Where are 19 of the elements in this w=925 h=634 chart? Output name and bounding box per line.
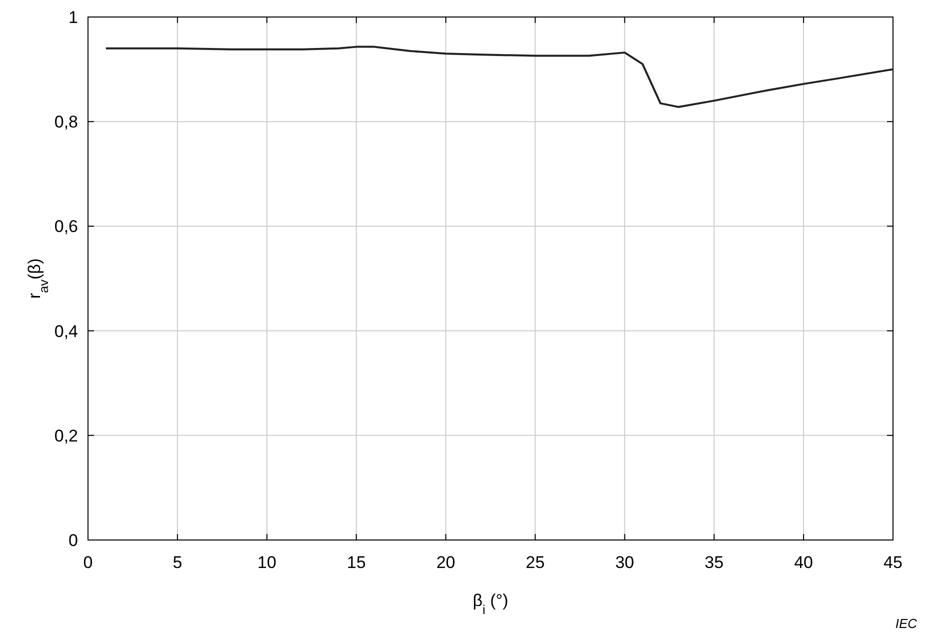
x-tick-label: 10 [257,553,276,572]
x-tick-label: 15 [346,553,366,572]
x-tick-label: 30 [615,553,634,572]
x-axis-title: β$_{i}$ (°) [472,591,508,616]
y-tick-label: 0,4 [54,322,78,341]
y-tick-label: 1 [68,8,78,27]
x-tick-label: 0 [83,553,93,572]
y-tick-label: 0,6 [54,217,78,236]
x-tick-label: 5 [172,553,182,572]
line-series [104,46,894,108]
x-tick-label: 35 [704,553,724,572]
x-tick-label: 25 [526,553,545,572]
y-tick-label: 0,2 [54,426,78,446]
x-tick-label: 20 [436,553,456,572]
x-tick-label: 40 [794,553,814,572]
y-tick-label: 0 [68,531,78,550]
x-tick-label: 45 [884,553,902,572]
text: IEC [895,616,918,631]
y-tick-label: 0,8 [54,112,78,132]
